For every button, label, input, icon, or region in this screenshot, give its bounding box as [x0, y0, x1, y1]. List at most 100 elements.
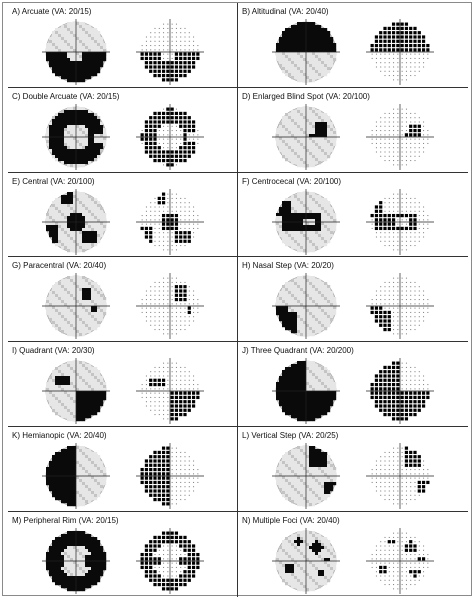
normal-cell: [306, 382, 310, 386]
normal-cell: [64, 25, 68, 29]
depressed-point: [413, 404, 417, 408]
depressed-point: [374, 209, 379, 213]
defect-cell: [327, 46, 331, 50]
normal-cell: [312, 276, 316, 280]
normal-cell: [330, 209, 334, 213]
normal-point: [397, 295, 399, 297]
normal-point: [145, 392, 147, 394]
normal-cell: [97, 203, 101, 207]
normal-cell: [291, 294, 295, 298]
defect-cell: [291, 212, 295, 216]
normal-cell: [303, 194, 307, 198]
defect-cell: [64, 121, 68, 125]
normal-cell: [291, 109, 295, 113]
depressed-point: [170, 115, 174, 120]
depressed-point: [196, 391, 200, 395]
defect-cell: [88, 391, 92, 395]
depressed-point: [153, 111, 157, 115]
normal-point: [393, 320, 395, 322]
normal-cell: [91, 382, 95, 386]
defect-cell: [318, 46, 322, 50]
normal-cell: [82, 139, 86, 143]
normal-cell: [52, 288, 56, 292]
defect-cell: [82, 239, 86, 243]
defect-cell: [61, 461, 65, 465]
normal-cell: [73, 197, 77, 201]
normal-cell: [64, 31, 68, 35]
defect-cell: [309, 406, 313, 410]
normal-point: [184, 388, 186, 390]
normal-cell: [300, 209, 304, 213]
depressed-point: [144, 141, 149, 145]
depressed-point: [413, 226, 417, 230]
normal-cell: [73, 245, 77, 249]
normal-cell: [94, 43, 98, 47]
normal-cell: [312, 79, 316, 83]
normal-point: [184, 197, 186, 199]
normal-cell: [312, 194, 316, 198]
normal-cell: [91, 324, 95, 328]
defect-cell: [67, 121, 71, 125]
normal-cell: [333, 142, 337, 146]
defect-cell: [52, 458, 56, 462]
normal-point: [414, 231, 416, 233]
normal-cell: [82, 309, 86, 313]
normal-point: [158, 231, 160, 233]
defect-cell: [318, 28, 322, 32]
normal-cell: [297, 291, 301, 295]
normal-cell: [309, 160, 313, 164]
normal-point: [171, 142, 173, 144]
normal-point: [167, 36, 169, 38]
normal-point: [401, 112, 403, 114]
depressed-point: [191, 52, 196, 56]
normal-point: [401, 325, 403, 327]
normal-cell: [100, 43, 104, 47]
pattern-deviation-plot: [366, 273, 434, 340]
normal-cell: [100, 40, 104, 44]
defect-cell: [276, 46, 280, 50]
normal-point: [405, 231, 407, 233]
normal-cell: [55, 373, 59, 377]
normal-cell: [85, 485, 89, 489]
normal-point: [401, 134, 403, 136]
defect-cell: [79, 61, 83, 65]
defect-cell: [309, 31, 313, 35]
normal-cell: [324, 154, 328, 158]
normal-cell: [309, 288, 313, 292]
normal-point: [158, 138, 160, 140]
defect-cell: [82, 148, 86, 152]
normal-point: [188, 388, 190, 390]
normal-point: [393, 201, 395, 203]
defect-cell: [52, 230, 56, 234]
defect-cell: [300, 415, 304, 419]
normal-cell: [67, 52, 71, 56]
normal-cell: [288, 294, 292, 298]
normal-point: [167, 286, 169, 288]
normal-cell: [315, 209, 319, 213]
defect-cell: [303, 46, 307, 50]
normal-point: [158, 214, 160, 216]
defect-cell: [94, 406, 98, 410]
defect-cell: [333, 394, 337, 398]
depressed-point: [409, 222, 413, 226]
depressed-point: [183, 115, 187, 120]
defect-cell: [279, 315, 283, 319]
normal-cell: [73, 43, 77, 47]
normal-cell: [291, 121, 295, 125]
depressed-point: [387, 324, 391, 328]
defect-cell: [94, 52, 98, 56]
normal-cell: [294, 197, 298, 201]
normal-point: [175, 36, 177, 38]
defect-cell: [285, 327, 289, 331]
normal-point: [167, 388, 169, 390]
normal-cell: [309, 324, 313, 328]
grayscale-field: [272, 273, 340, 340]
normal-cell: [279, 136, 283, 140]
defect-cell: [73, 464, 77, 468]
normal-cell: [291, 52, 295, 56]
depressed-point: [404, 396, 409, 400]
normal-point: [418, 138, 420, 140]
defect-cell: [88, 136, 92, 140]
normal-cell: [297, 245, 301, 249]
defect-cell: [73, 76, 77, 80]
